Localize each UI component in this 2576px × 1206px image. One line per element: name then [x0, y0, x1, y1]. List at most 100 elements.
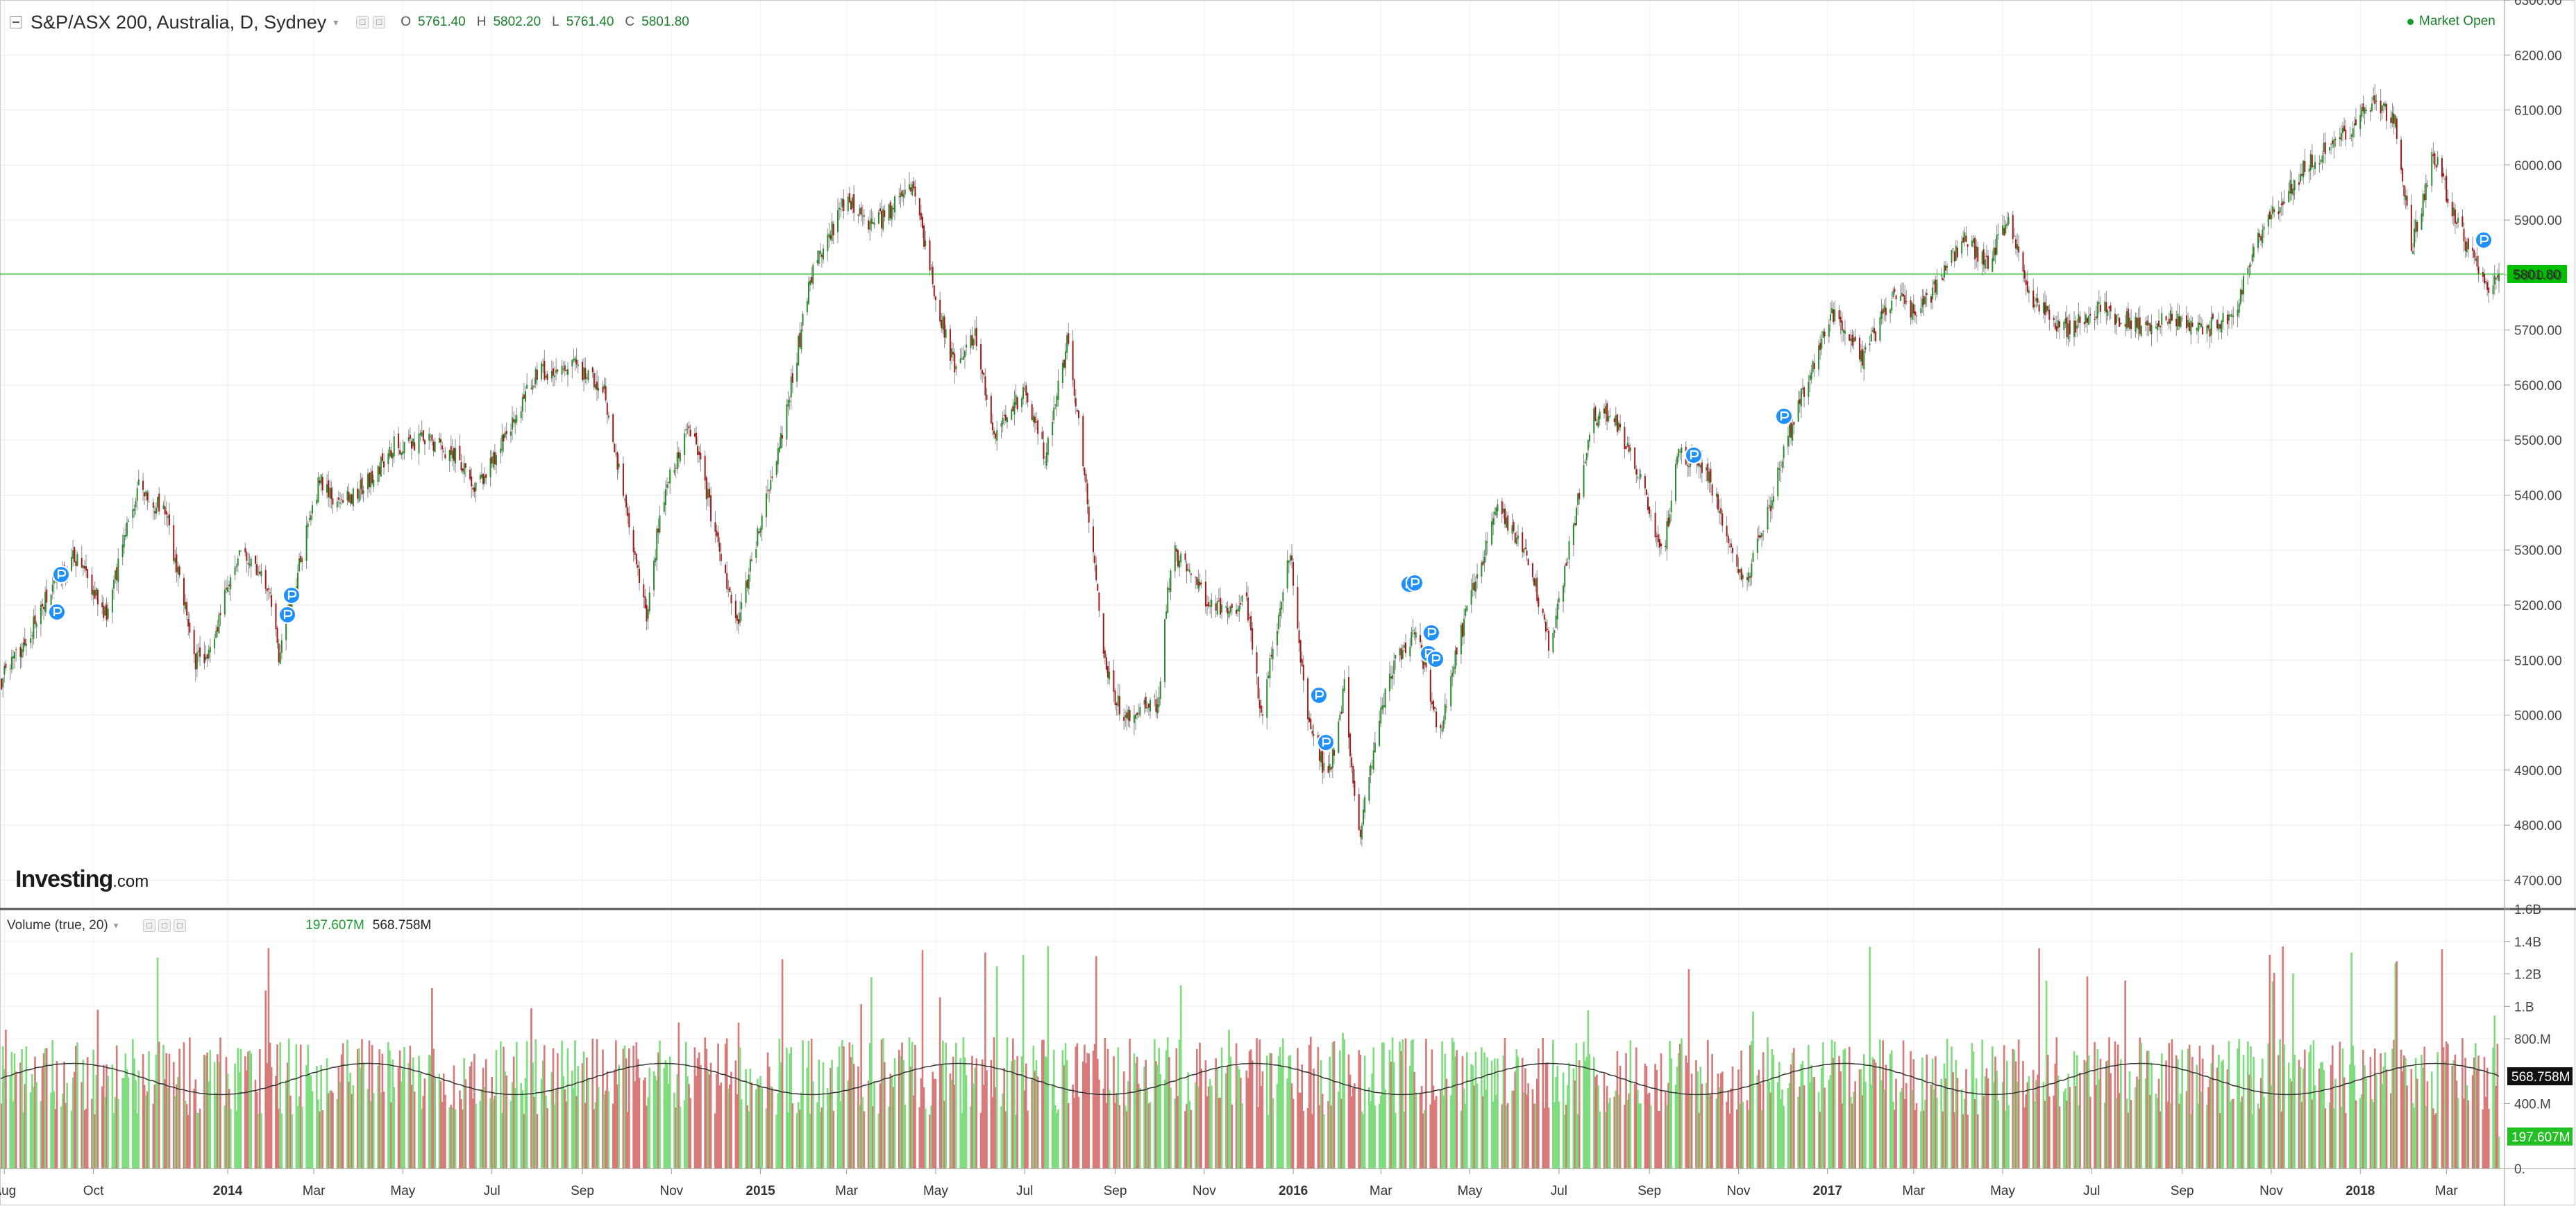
candle-body	[46, 589, 48, 603]
close-icon[interactable]	[373, 16, 386, 28]
volume-bar	[698, 1052, 700, 1169]
volume-bar	[1674, 1085, 1677, 1169]
volume-bar	[462, 1110, 464, 1169]
candle-body	[1767, 507, 1769, 530]
volume-bar	[1844, 1048, 1846, 1169]
candle-body	[1215, 603, 1217, 611]
volume-bar	[1322, 1114, 1325, 1169]
volume-bar	[2340, 1106, 2343, 1169]
volume-bar	[1936, 1098, 1938, 1169]
candle-body	[1943, 264, 1945, 278]
volume-bar	[2110, 1073, 2112, 1169]
candle-body	[152, 502, 154, 508]
settings-icon[interactable]	[158, 919, 171, 932]
candle-body	[296, 572, 298, 590]
volume-bar	[2037, 1074, 2039, 1169]
candle-body	[443, 450, 445, 452]
volume-bar	[613, 1069, 616, 1169]
event-marker-circle	[1406, 574, 1424, 592]
candle-body	[2026, 281, 2028, 292]
eye-icon[interactable]	[143, 919, 155, 932]
volume-bar	[1853, 1092, 1855, 1169]
candle-body	[407, 437, 410, 441]
volume-bar	[102, 1064, 105, 1169]
volume-bar	[244, 1056, 246, 1169]
volume-bar	[2476, 1069, 2478, 1169]
volume-bar	[683, 1100, 686, 1169]
volume-bar	[419, 1073, 421, 1169]
volume-bar	[1514, 1071, 1517, 1169]
candle-body	[2342, 128, 2343, 133]
volume-bar	[891, 1076, 893, 1169]
volume-bar	[1251, 1060, 1254, 1169]
volume-bar	[3, 1069, 6, 1169]
volume-bar	[2066, 1101, 2068, 1169]
volume-bar	[1705, 1082, 1708, 1169]
candle-body	[708, 489, 710, 498]
volume-bar	[352, 1085, 355, 1169]
candle-body	[925, 240, 927, 246]
volume-bar	[2168, 1043, 2171, 1169]
volume-bar	[700, 1064, 702, 1169]
candle-body	[1109, 671, 1111, 680]
candle-body	[1955, 246, 1957, 261]
volume-bar	[1903, 1098, 1906, 1169]
volume-bar	[356, 1049, 359, 1169]
candle-body	[186, 602, 188, 616]
chevron-down-icon[interactable]: ▾	[333, 16, 339, 28]
chevron-down-icon[interactable]: ▾	[113, 920, 119, 931]
volume-bar	[1787, 1087, 1790, 1169]
candle-body	[2253, 246, 2255, 257]
candle-body	[532, 385, 534, 390]
candle-body	[2028, 290, 2030, 294]
volume-bar	[1288, 1055, 1290, 1169]
candle-body	[402, 451, 404, 455]
volume-bar	[2362, 1050, 2364, 1169]
candle-body	[1340, 711, 1342, 714]
candle-body	[187, 618, 190, 627]
volume-bar	[495, 1050, 498, 1169]
volume-bar	[530, 1008, 532, 1169]
price-tick-label: 5800.00	[2514, 269, 2562, 283]
volume-bar	[229, 1108, 232, 1169]
volume-bar	[1056, 1113, 1058, 1169]
candle-body	[1822, 331, 1824, 339]
candle-body	[21, 649, 23, 659]
volume-bar	[616, 1084, 618, 1169]
collapse-legend-button[interactable]	[10, 16, 22, 28]
settings-icon[interactable]	[356, 16, 369, 28]
candle-body	[663, 502, 665, 512]
volume-bar	[2445, 1042, 2448, 1169]
candle-body	[2155, 327, 2157, 329]
candle-body	[491, 456, 493, 464]
volume-bar	[1134, 1063, 1137, 1169]
candle-body	[1675, 464, 1677, 502]
volume-bar	[2308, 1052, 2310, 1169]
candle-body	[1491, 521, 1493, 545]
volume-bar	[2477, 1055, 2480, 1169]
event-marker-circle	[48, 603, 66, 621]
candle-body	[428, 434, 430, 441]
candle-body	[2168, 319, 2170, 324]
candle-body	[1422, 656, 1424, 669]
volume-bar	[653, 1071, 655, 1169]
close-icon[interactable]	[174, 919, 186, 932]
close-value: 5801.80	[641, 15, 689, 29]
volume-bar	[226, 1073, 229, 1169]
volume-bar	[1200, 1069, 1202, 1169]
volume-bar	[1538, 1048, 1540, 1169]
candle-body	[2067, 323, 2069, 339]
volume-bar	[168, 1053, 171, 1169]
candle-body	[494, 452, 496, 465]
candle-body	[1717, 494, 1719, 510]
candle-body	[307, 523, 309, 527]
candle-body	[2405, 195, 2407, 201]
candle-body	[2219, 324, 2221, 329]
volume-bar	[1399, 1042, 1401, 1169]
candle-body	[1831, 308, 1833, 314]
volume-bar	[1740, 1051, 1742, 1169]
candle-body	[1946, 266, 1948, 268]
candle-body	[1719, 511, 1721, 513]
